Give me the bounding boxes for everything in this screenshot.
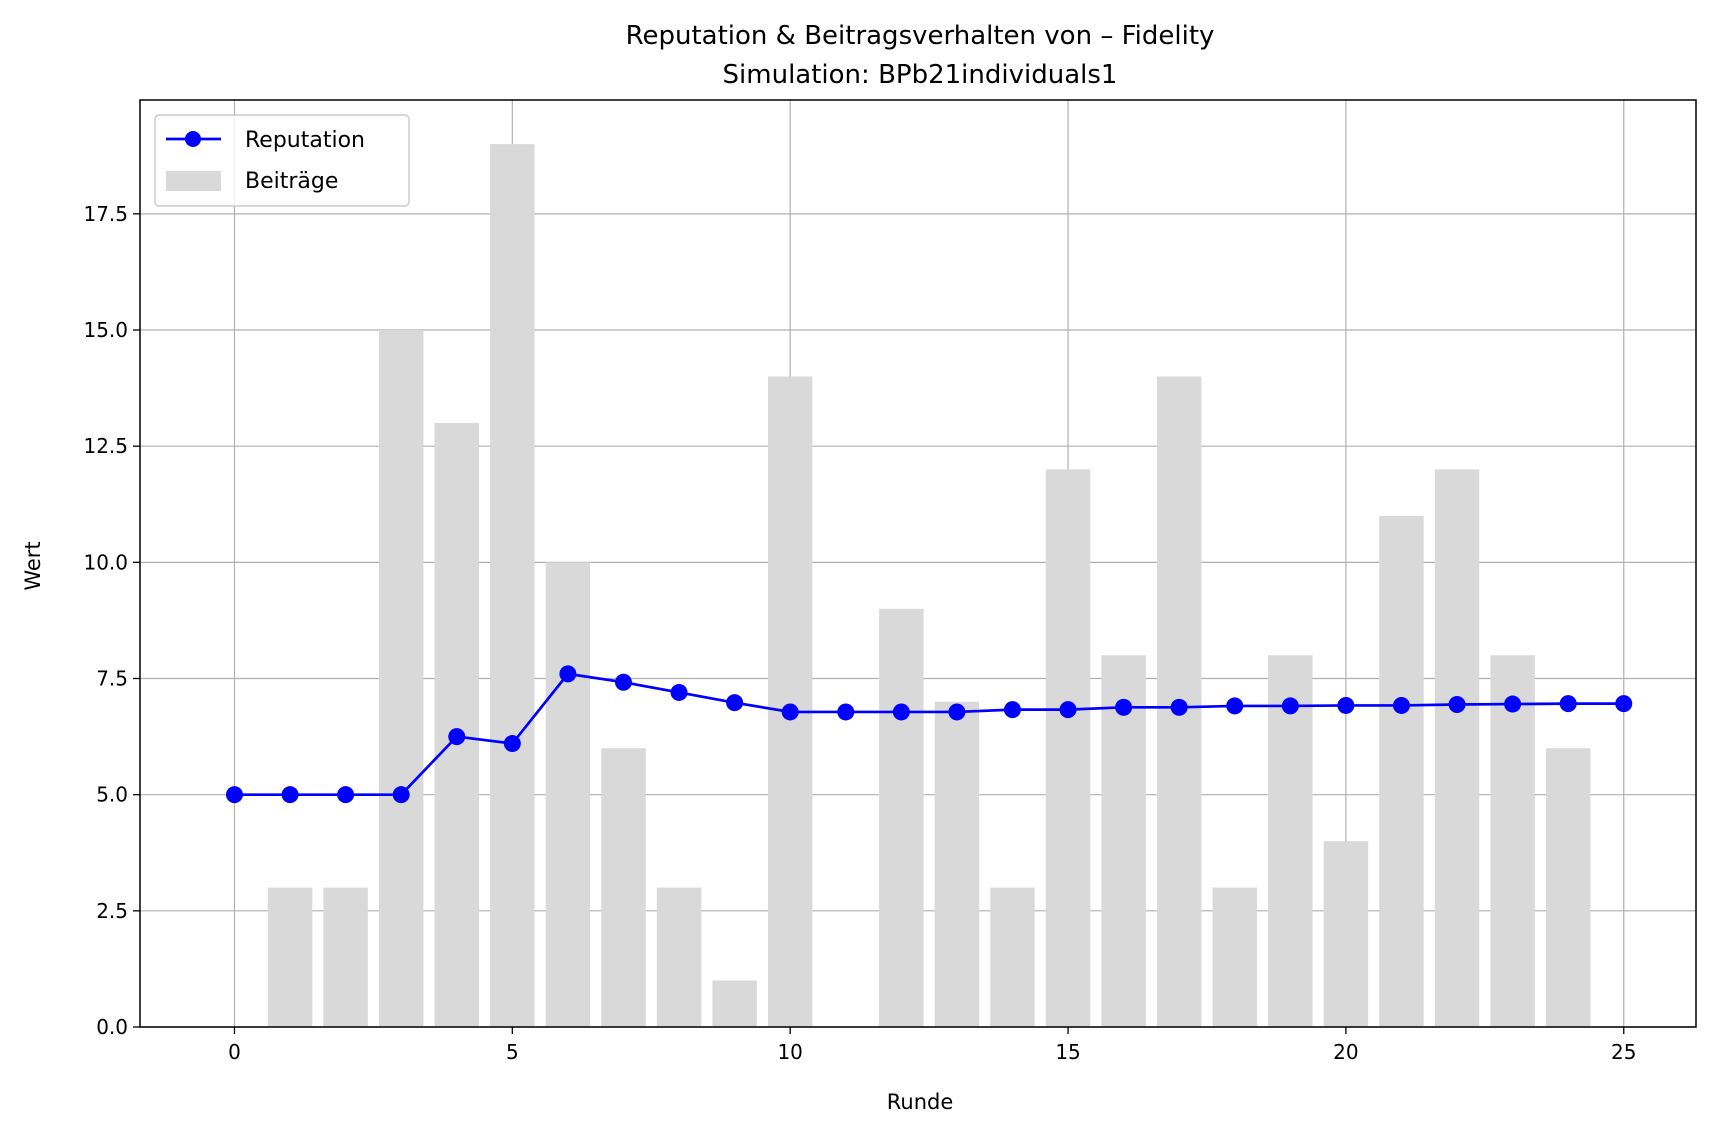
x-tick-label: 25 xyxy=(1611,1040,1636,1064)
beitraege-bar xyxy=(1490,655,1535,1027)
reputation-point xyxy=(1337,696,1355,714)
legend-bar-swatch xyxy=(166,171,221,191)
reputation-point xyxy=(1448,696,1466,714)
reputation-point xyxy=(225,786,243,804)
beitraege-bar xyxy=(879,608,924,1027)
reputation-point xyxy=(337,786,355,804)
y-tick-label: 10.0 xyxy=(83,550,128,574)
y-tick-label: 7.5 xyxy=(96,667,128,691)
y-axis-ticks: 0.0 2.5 5.0 7.5 10.0 12.5 15.0 17.5 xyxy=(83,202,140,1039)
reputation-point xyxy=(837,703,855,721)
beitraege-bar xyxy=(1434,469,1480,1027)
reputation-point xyxy=(281,786,299,804)
x-tick-label: 20 xyxy=(1333,1040,1358,1064)
beitraege-bar xyxy=(1045,469,1091,1027)
y-axis-label: Wert xyxy=(21,541,45,590)
y-tick-label: 5.0 xyxy=(96,783,128,807)
beitraege-bar xyxy=(712,980,757,1027)
reputation-point xyxy=(1226,697,1244,715)
x-tick-label: 5 xyxy=(506,1040,519,1064)
x-axis-ticks: 0 5 10 15 20 25 xyxy=(228,1027,1636,1064)
beitraege-bar xyxy=(1379,515,1424,1027)
reputation-point xyxy=(1170,698,1188,716)
beitraege-bar xyxy=(545,562,591,1027)
beitraege-bar xyxy=(990,887,1035,1027)
beitraege-bar xyxy=(434,422,479,1028)
beitraege-bar xyxy=(934,701,980,1027)
x-axis-label: Runde xyxy=(887,1090,954,1114)
reputation-point xyxy=(1392,696,1410,714)
plot-frame xyxy=(139,99,1697,1028)
reputation-line xyxy=(234,672,1624,797)
bar-series xyxy=(267,144,1591,1028)
beitraege-bar xyxy=(1212,887,1257,1027)
reputation-point xyxy=(1003,701,1021,719)
beitraege-bar xyxy=(267,887,313,1027)
y-tick-label: 17.5 xyxy=(83,202,128,226)
reputation-point xyxy=(392,786,410,804)
reputation-point xyxy=(1281,697,1299,715)
chart-title: Reputation & Beitragsverhalten von – Fid… xyxy=(626,21,1215,51)
reputation-point xyxy=(1115,698,1133,716)
beitraege-bar xyxy=(767,376,813,1027)
line-series xyxy=(225,665,1633,804)
y-tick-label: 2.5 xyxy=(96,899,128,923)
reputation-point xyxy=(559,665,577,683)
reputation-point xyxy=(1059,701,1077,719)
beitraege-bar xyxy=(601,748,646,1027)
reputation-point xyxy=(892,703,910,721)
chart-subtitle: Simulation: BPb21individuals1 xyxy=(723,60,1118,90)
x-tick-label: 0 xyxy=(228,1040,241,1064)
reputation-point xyxy=(670,683,688,701)
beitraege-bar xyxy=(323,887,368,1027)
legend: Reputation Beiträge xyxy=(154,114,410,207)
reputation-point xyxy=(448,728,466,746)
reputation-point xyxy=(948,703,966,721)
reputation-point xyxy=(781,703,799,721)
beitraege-bar xyxy=(378,330,424,1027)
beitraege-bar xyxy=(1268,655,1313,1027)
reputation-point xyxy=(726,694,744,712)
x-tick-label: 10 xyxy=(777,1040,802,1064)
y-tick-label: 0.0 xyxy=(96,1015,128,1039)
legend-label-beitraege: Beiträge xyxy=(245,169,338,194)
beitraege-bar xyxy=(490,144,535,1028)
reputation-point xyxy=(503,735,521,753)
reputation-point xyxy=(1559,695,1577,713)
reputation-point xyxy=(1504,695,1522,713)
beitraege-bar xyxy=(1323,841,1369,1027)
x-tick-label: 15 xyxy=(1055,1040,1080,1064)
legend-label-reputation: Reputation xyxy=(245,128,365,153)
y-tick-label: 12.5 xyxy=(83,434,128,458)
beitraege-bar xyxy=(1101,655,1146,1027)
legend-marker-swatch xyxy=(185,131,201,147)
reputation-point xyxy=(614,673,632,691)
beitraege-bar xyxy=(1545,748,1591,1027)
beitraege-bar xyxy=(656,887,702,1027)
y-tick-label: 15.0 xyxy=(83,318,128,342)
reputation-point xyxy=(1615,695,1633,713)
